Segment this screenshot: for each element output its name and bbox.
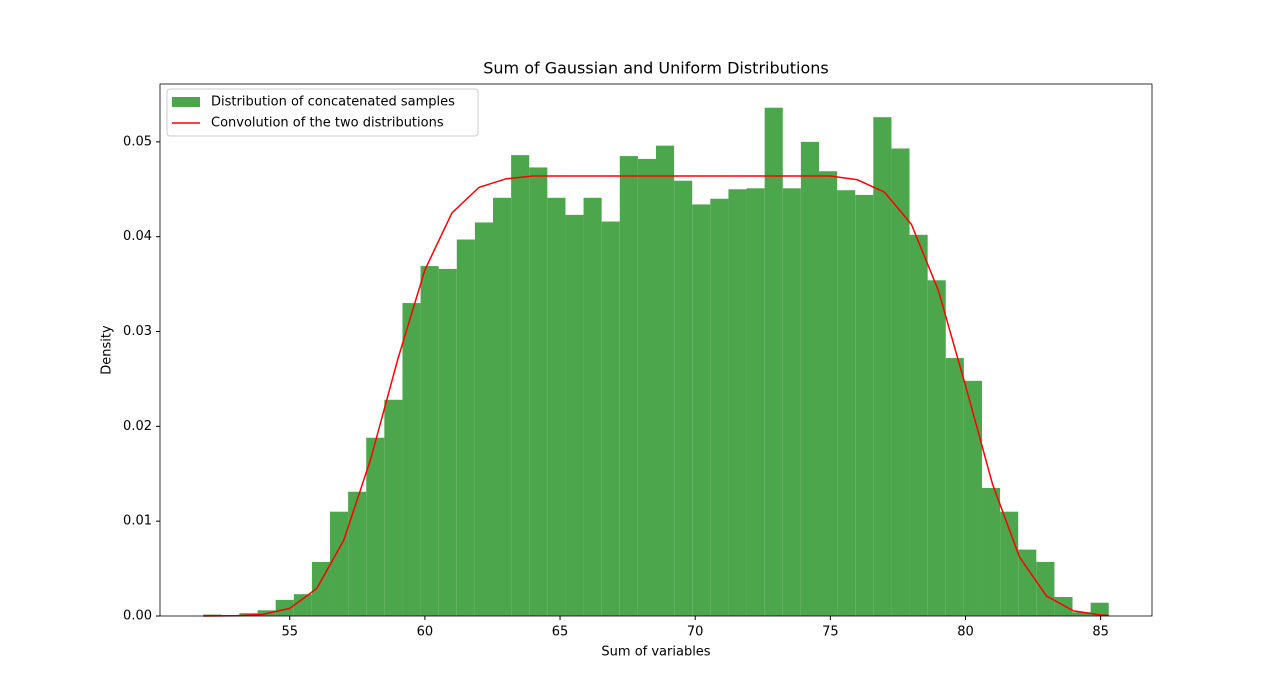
histogram-bar — [800, 141, 819, 617]
x-tick-label: 60 — [417, 625, 434, 640]
x-axis-label: Sum of variables — [601, 645, 710, 660]
histogram-bar — [420, 266, 439, 616]
histogram-bar — [1054, 597, 1073, 616]
x-tick-label: 80 — [957, 625, 974, 640]
histogram-bar — [782, 188, 801, 616]
legend-patch — [172, 97, 200, 107]
histogram-bar — [384, 399, 403, 616]
histogram-bar — [438, 268, 457, 616]
histogram-bar — [601, 221, 620, 616]
density-line — [203, 175, 1109, 617]
histogram-bar — [493, 197, 512, 616]
histogram-bar — [637, 158, 656, 617]
histogram-bar — [855, 194, 874, 616]
legend-label: Convolution of the two distributions — [211, 116, 444, 131]
histogram-bar — [619, 156, 638, 617]
histogram-bar — [1000, 511, 1019, 616]
histogram-bar — [674, 180, 693, 616]
y-tick-label: 0.00 — [123, 609, 152, 624]
histogram-bar — [746, 188, 765, 616]
histogram-bar — [1036, 561, 1055, 616]
histogram-bar — [909, 234, 928, 616]
histogram-bar — [511, 155, 530, 617]
histogram-bar — [565, 214, 584, 616]
histogram-bar — [583, 197, 602, 616]
legend-box — [166, 88, 479, 137]
legend-label: Distribution of concatenated samples — [211, 95, 455, 110]
histogram-bar — [764, 107, 783, 616]
histogram-bar — [275, 599, 294, 616]
histogram-bar — [656, 145, 675, 616]
histogram-bar — [1072, 612, 1091, 616]
histogram-bar — [692, 204, 711, 616]
histogram-bar — [873, 117, 892, 616]
y-axis-label: Density — [100, 325, 115, 375]
histogram-bar — [348, 491, 367, 616]
histogram-bar — [1090, 602, 1109, 616]
y-tick-label: 0.01 — [123, 514, 152, 529]
x-tick-label: 75 — [822, 625, 839, 640]
histogram-bar — [963, 380, 982, 616]
histogram-bar — [330, 511, 349, 616]
y-tick-label: 0.04 — [123, 229, 152, 244]
legend: Distribution of concatenated samples Conv… — [166, 88, 479, 137]
x-tick-label: 70 — [687, 625, 704, 640]
histogram-bar — [891, 148, 910, 616]
histogram-bar — [366, 437, 385, 616]
histogram-bar — [728, 189, 747, 617]
histogram-bar — [837, 190, 856, 617]
histogram-bar — [311, 561, 331, 616]
histogram-bar — [945, 358, 964, 616]
y-tick-label: 0.03 — [123, 324, 152, 339]
histogram-bar — [981, 487, 1001, 616]
histogram-bar — [1018, 549, 1037, 616]
x-tick-label: 65 — [552, 625, 569, 640]
plot-frame — [159, 83, 1153, 617]
histogram-bar — [474, 222, 494, 616]
histogram-bar — [456, 239, 475, 616]
histogram-bar — [927, 280, 946, 616]
histogram-bar — [293, 594, 312, 616]
x-tick-label: 55 — [281, 625, 298, 640]
histogram-bar — [402, 303, 421, 616]
y-tick-label: 0.02 — [123, 419, 152, 434]
y-tick-label: 0.05 — [123, 134, 152, 149]
x-tick-label: 85 — [1092, 625, 1109, 640]
histogram-bar — [529, 167, 548, 616]
histogram-bar — [818, 171, 838, 616]
chart-title: Sum of Gaussian and Uniform Distribution… — [483, 59, 829, 78]
histogram-bar — [710, 198, 729, 616]
histogram-bar — [547, 197, 566, 616]
